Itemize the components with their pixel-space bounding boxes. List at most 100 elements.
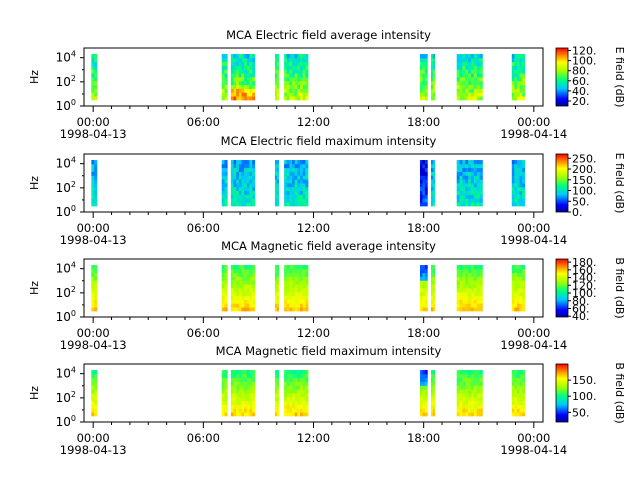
heatmap-cell (221, 77, 225, 82)
heatmap-cell (302, 160, 306, 165)
heatmap-cell (292, 57, 296, 63)
heatmap-cell (431, 80, 434, 86)
heatmap-cell (236, 88, 240, 93)
heatmap-cell (479, 295, 483, 300)
heatmap-cell (470, 377, 475, 382)
heatmap-cell (462, 69, 466, 74)
heatmap-cell (238, 96, 242, 101)
heatmap-cell (244, 389, 248, 394)
heatmap-cell (297, 389, 301, 394)
heatmap-cell (241, 65, 245, 70)
heatmap-cell (244, 198, 248, 203)
heatmap-cell (516, 186, 520, 192)
heatmap-cell (238, 160, 242, 165)
heatmap-cell (479, 370, 483, 375)
heatmap-cell (297, 160, 301, 165)
heatmap-cell (230, 194, 234, 199)
x-tick-date: 1998-04-13 (60, 443, 127, 457)
heatmap-cell (470, 179, 475, 184)
heatmap-cell (294, 393, 298, 398)
heatmap-cell (459, 412, 463, 417)
heatmap-cell (465, 88, 469, 93)
heatmap-cell (424, 272, 428, 277)
heatmap-cell (276, 96, 280, 101)
heatmap-cell (249, 307, 253, 312)
heatmap-cell (511, 65, 515, 70)
heatmap-cell (244, 400, 248, 405)
heatmap-cell (233, 69, 237, 74)
heatmap-cell (302, 280, 306, 285)
heatmap-cell (292, 303, 296, 308)
heatmap-cell (230, 373, 234, 379)
heatmap-cell (276, 404, 280, 409)
heatmap-cell (238, 65, 242, 70)
heatmap-cell (465, 179, 469, 184)
heatmap-cell (224, 381, 228, 386)
heatmap-cell (274, 179, 278, 184)
heatmap-cell (431, 167, 434, 172)
heatmap-cell (230, 272, 234, 277)
heatmap-cell (465, 194, 469, 199)
heatmap-cell (276, 400, 280, 405)
heatmap-cell (286, 288, 290, 293)
heatmap-cell (456, 84, 460, 89)
heatmap-cell (522, 272, 526, 277)
heatmap-cell (241, 400, 245, 405)
heatmap-cell (519, 163, 523, 169)
heatmap-cell (465, 186, 469, 192)
heatmap-cell (241, 393, 245, 398)
heatmap-cell (252, 186, 256, 192)
heatmap-cell (233, 167, 237, 172)
panel-title: MCA Magnetic field average intensity (221, 239, 436, 253)
heatmap-cell (422, 65, 426, 70)
heatmap-cell (241, 381, 245, 386)
heatmap-cell (289, 61, 293, 66)
heatmap-cell (294, 167, 298, 172)
heatmap-cell (422, 404, 426, 409)
heatmap-cell (432, 198, 436, 203)
heatmap-cell (230, 198, 234, 203)
heatmap-cell (244, 295, 248, 300)
heatmap-cell (431, 404, 434, 409)
heatmap-cell (286, 73, 290, 78)
heatmap-cell (470, 84, 475, 89)
heatmap-cell (236, 370, 240, 375)
heatmap-cell (422, 54, 426, 59)
heatmap-cell (276, 54, 280, 59)
heatmap-cell (305, 190, 309, 195)
heatmap-cell (289, 284, 293, 289)
heatmap-cell (246, 412, 250, 417)
colorbar-tick-label: 100. (572, 287, 597, 300)
heatmap-cell (432, 303, 436, 308)
heatmap-cell (94, 77, 98, 82)
heatmap-cell (91, 295, 95, 300)
heatmap-cell (274, 163, 278, 169)
heatmap-cell (431, 389, 434, 394)
heatmap-cell (462, 175, 466, 180)
heatmap-cell (241, 175, 245, 180)
heatmap-cell (422, 198, 426, 203)
heatmap-cell (292, 412, 296, 417)
heatmap-cell (91, 80, 95, 86)
heatmap-cells (91, 370, 526, 417)
heatmap-cell (289, 175, 293, 180)
heatmap-cell (224, 370, 228, 375)
heatmap-cell (470, 400, 475, 405)
heatmap-cell (300, 183, 304, 188)
panel-title: MCA Magnetic field maximum intensity (216, 344, 442, 358)
heatmap-cell (244, 163, 248, 169)
heatmap-cell (238, 291, 242, 297)
heatmap-cell (431, 69, 434, 74)
heatmap-cell (516, 385, 520, 390)
heatmap-cell (292, 77, 296, 82)
heatmap-cell (431, 268, 434, 274)
heatmap-cell (286, 202, 290, 207)
heatmap-cell (300, 73, 304, 78)
heatmap-cell (522, 73, 526, 78)
heatmap-cell (276, 272, 280, 277)
heatmap-cell (432, 190, 436, 195)
heatmap-cell (422, 377, 426, 382)
heatmap-cell (431, 171, 434, 176)
heatmap-cell (300, 295, 304, 300)
heatmap-cell (479, 299, 483, 304)
